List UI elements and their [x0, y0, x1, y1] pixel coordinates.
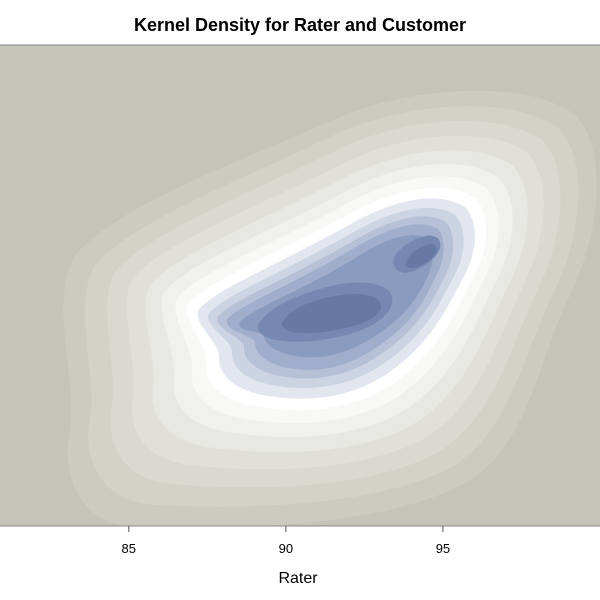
- x-axis: 85 90 95: [122, 526, 450, 556]
- x-tick-label-85: 85: [122, 541, 136, 556]
- density-contour-level-15-upper: [405, 243, 437, 269]
- x-tick-label-90: 90: [279, 541, 293, 556]
- chart-title: Kernel Density for Rater and Customer: [133, 15, 467, 35]
- x-tick-label-95: 95: [436, 541, 450, 556]
- density-contour-level-15-lower: [281, 294, 382, 334]
- x-axis-label: Rater: [278, 570, 318, 587]
